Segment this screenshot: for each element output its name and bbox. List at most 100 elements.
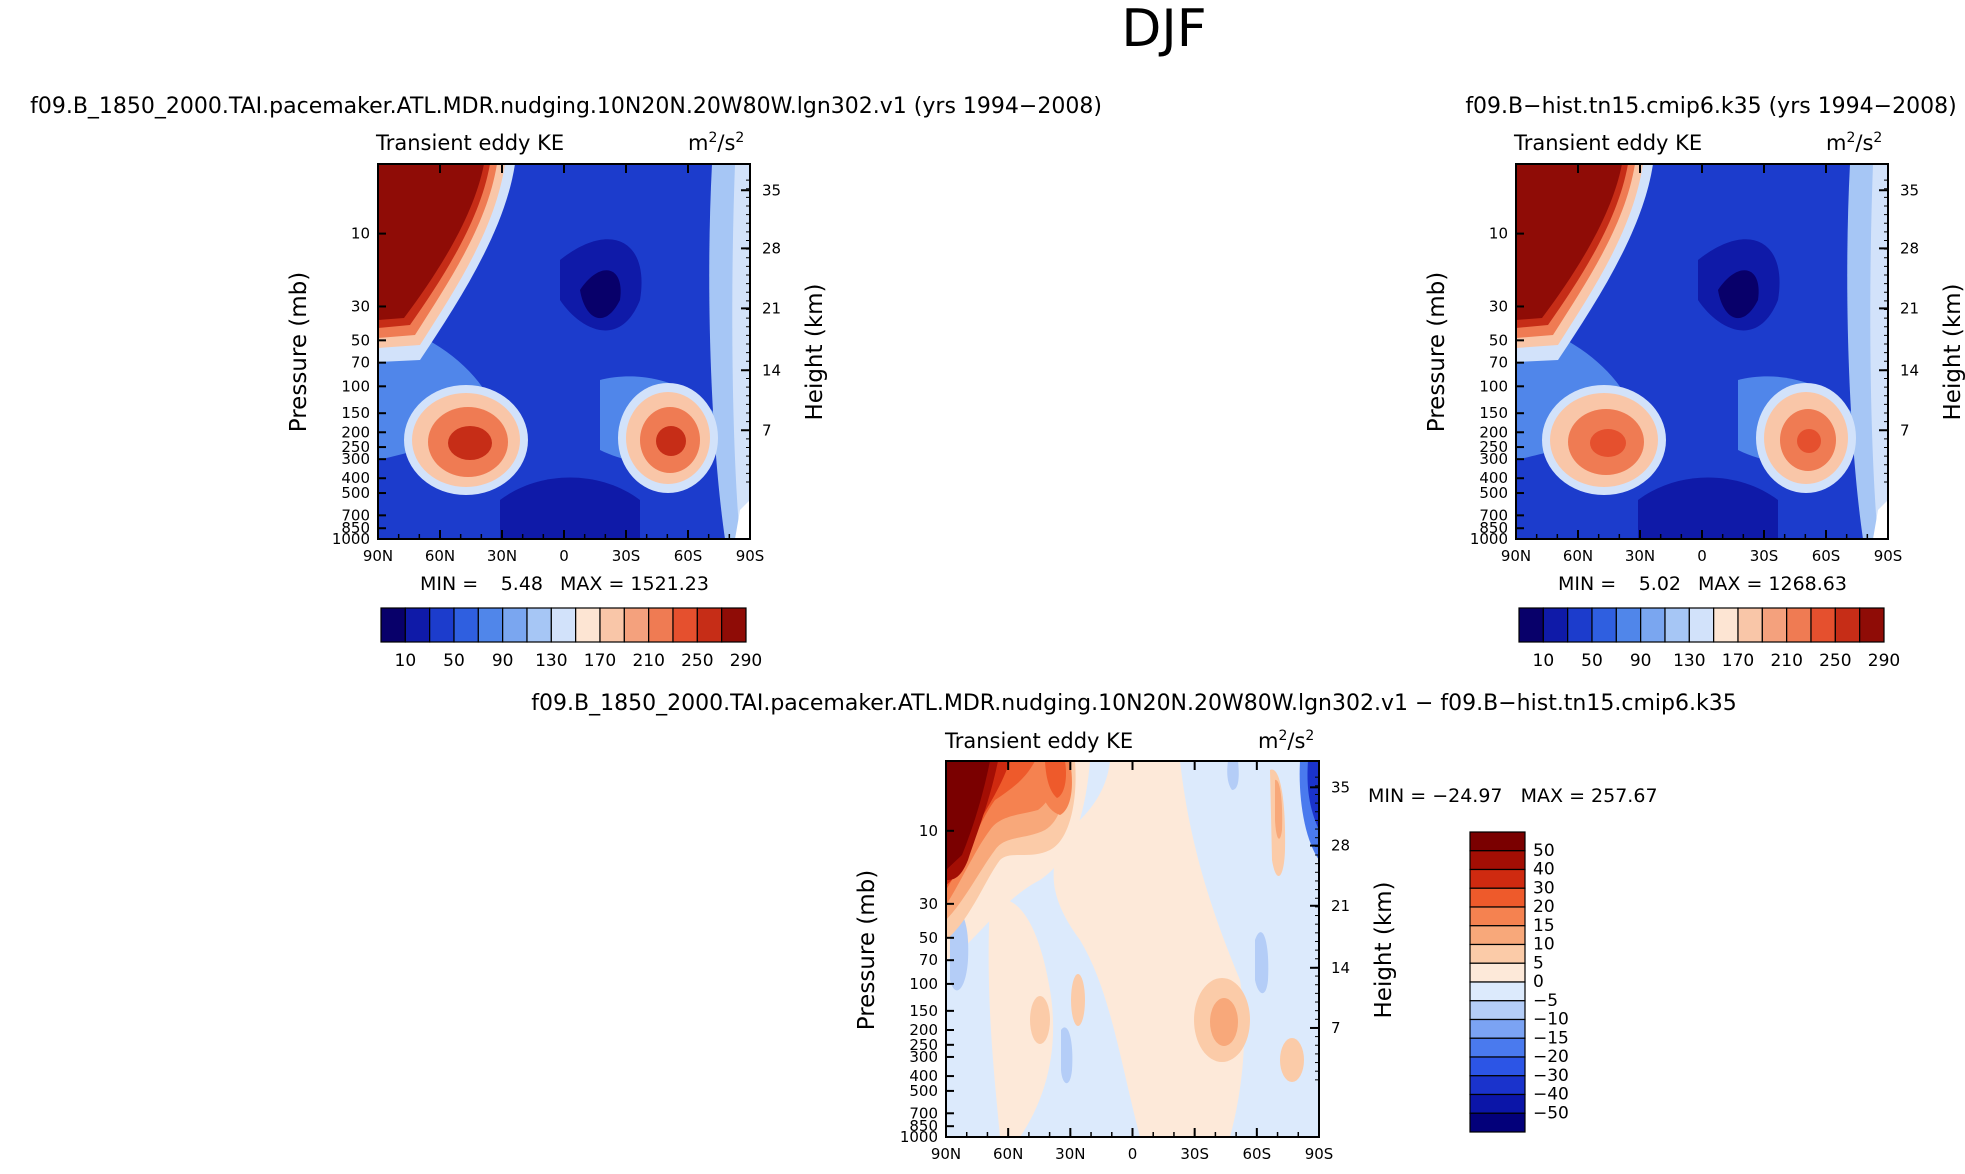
x-tick-label: 30N (487, 547, 517, 565)
colorbar-label: 20 (1533, 897, 1555, 917)
colorbar-label: 90 (1630, 651, 1652, 671)
panel-2-contour-low-deep (1718, 270, 1759, 319)
colorbar-swatch (1469, 1037, 1526, 1058)
y-tick-label: 250 (341, 438, 370, 456)
panel-3: f09.B_1850_2000.TAI.pacemaker.ATL.MDR.nu… (531, 691, 1736, 1163)
panel-3-variable: Transient eddy KE (944, 729, 1133, 753)
y-right-tick-label: 14 (1900, 361, 1919, 379)
panel-2-min-value: 5.02 (1639, 573, 1681, 595)
panel-3-units: m2/s2 (1258, 728, 1314, 753)
y-tick-label: 500 (341, 484, 370, 502)
y-tick-label: 10 (351, 225, 370, 243)
panel-3-title: f09.B_1850_2000.TAI.pacemaker.ATL.MDR.nu… (531, 691, 1736, 716)
y-right-tick-label: 28 (1331, 837, 1350, 855)
panel-1-contour-polar-5 (378, 164, 484, 320)
colorbar-label: 290 (1868, 651, 1900, 671)
colorbar-swatch (550, 607, 577, 643)
panel-2-contours (1516, 164, 1888, 539)
colorbar-label: 170 (584, 651, 616, 671)
panel-1-ylabel-right: Height (km) (802, 283, 828, 420)
y-right-tick-label: 28 (1900, 239, 1919, 257)
colorbar-label: 50 (1581, 651, 1603, 671)
panel-3-contour-neg-south (1255, 932, 1269, 994)
y-right-tick-label: 21 (762, 299, 781, 317)
colorbar-swatch (648, 607, 674, 643)
panel-1-max-label: MAX = 1521.23 (560, 573, 709, 595)
colorbar-label: 130 (1673, 651, 1705, 671)
colorbar-swatch (502, 607, 528, 643)
colorbar-swatch (1591, 607, 1617, 643)
colorbar-label: −10 (1533, 1010, 1569, 1030)
colorbar-swatch (1688, 607, 1715, 643)
colorbar-swatch (1834, 607, 1861, 643)
y-tick-label: 250 (909, 1036, 938, 1054)
colorbar-swatch (1469, 887, 1526, 908)
panel-1: f09.B_1850_2000.TAI.pacemaker.ATL.MDR.nu… (30, 94, 1102, 671)
y-tick-label: 70 (1489, 354, 1508, 372)
panel-1-variable: Transient eddy KE (375, 131, 564, 155)
colorbar-label: 5 (1533, 953, 1544, 973)
colorbar-swatch (721, 607, 747, 643)
colorbar-swatch (672, 607, 698, 643)
colorbar-label: −30 (1533, 1066, 1569, 1086)
panel-3-ylabel-right: Height (km) (1371, 881, 1397, 1018)
y-tick-label: 50 (351, 331, 370, 349)
colorbar-swatch (1469, 943, 1526, 964)
y-tick-label: 70 (351, 354, 370, 372)
panel-2-title: f09.B−hist.tn15.cmip6.k35 (yrs 1994−2008… (1465, 94, 1956, 119)
colorbar-swatch (1713, 607, 1739, 643)
panel-1-contour-shjet-4 (656, 426, 686, 456)
panel-2-variable: Transient eddy KE (1513, 131, 1702, 155)
y-right-tick-label: 35 (1331, 778, 1350, 796)
x-tick-label: 30N (1055, 1145, 1085, 1163)
panel-3-contour-pos-tall-2 (1275, 779, 1283, 839)
colorbar-swatch (1786, 607, 1812, 643)
x-tick-label: 60N (425, 547, 455, 565)
y-tick-label: 1000 (332, 530, 370, 548)
y-tick-label: 700 (909, 1104, 938, 1122)
colorbar-label: 30 (1533, 878, 1555, 898)
colorbar-swatch (1567, 607, 1593, 643)
colorbar-label: 40 (1533, 860, 1555, 880)
x-tick-label: 30S (612, 547, 641, 565)
y-tick-label: 1000 (1470, 530, 1508, 548)
panel-3-plot (945, 760, 1320, 1138)
x-tick-label: 30S (1750, 547, 1779, 565)
y-tick-label: 10 (1489, 225, 1508, 243)
colorbar-label: 15 (1533, 916, 1555, 936)
colorbar-label: −50 (1533, 1103, 1569, 1123)
colorbar-swatch (1469, 1093, 1526, 1114)
colorbar-swatch (477, 607, 504, 643)
colorbar-swatch (696, 607, 723, 643)
y-right-tick-label: 28 (762, 239, 781, 257)
panel-1-contour-edge-south-inner (732, 164, 750, 539)
y-tick-label: 850 (1479, 519, 1508, 537)
panel-3-contour-pos-center (1053, 761, 1245, 1137)
y-right-tick-label: 21 (1331, 897, 1350, 915)
x-tick-label: 90S (736, 547, 765, 565)
y-tick-label: 400 (341, 469, 370, 487)
x-tick-label: 0 (1128, 1145, 1138, 1163)
y-tick-label: 100 (1479, 377, 1508, 395)
y-tick-label: 500 (1479, 484, 1508, 502)
colorbar-label: 10 (1533, 651, 1555, 671)
page-title: DJF (1121, 0, 1206, 59)
colorbar-swatch (1469, 1075, 1526, 1096)
x-tick-label: 90N (363, 547, 393, 565)
x-tick-label: 90N (931, 1145, 961, 1163)
x-tick-label: 60S (1812, 547, 1841, 565)
y-tick-label: 400 (909, 1067, 938, 1085)
panel-3-contour-neg-center (1061, 1027, 1073, 1084)
x-tick-label: 60S (1243, 1145, 1272, 1163)
y-right-tick-label: 14 (762, 361, 781, 379)
y-right-tick-label: 21 (1900, 299, 1919, 317)
colorbar-swatch (1615, 607, 1642, 643)
y-right-tick-label: 7 (1900, 421, 1910, 439)
panel-3-contour-neg-left (950, 912, 969, 991)
x-tick-label: 60N (993, 1145, 1023, 1163)
y-tick-label: 100 (909, 975, 938, 993)
colorbar-swatch (1761, 607, 1788, 643)
panel-2-colorbar: 10 50 90 130 170 210 250 290 (1518, 607, 1900, 671)
colorbar-label: 290 (730, 651, 762, 671)
